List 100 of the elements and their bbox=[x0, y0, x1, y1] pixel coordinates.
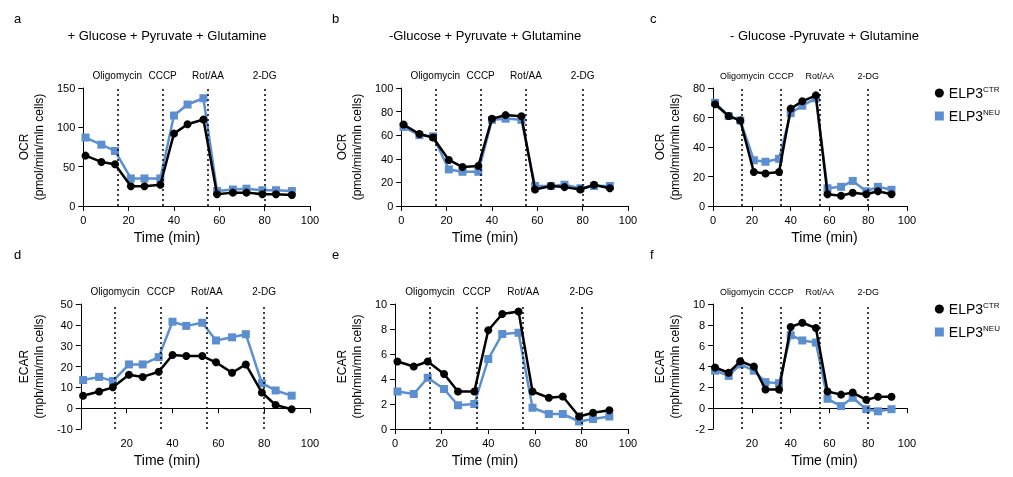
x-tick-label: 60 bbox=[528, 436, 541, 449]
point bbox=[837, 182, 846, 191]
point bbox=[95, 387, 104, 396]
ref-line-label: Rot/AA bbox=[805, 70, 835, 81]
y-tick-label: 100 bbox=[374, 82, 394, 94]
point bbox=[531, 185, 540, 194]
point bbox=[444, 165, 453, 174]
point bbox=[786, 322, 795, 331]
point bbox=[862, 405, 871, 414]
x-tick-label: 80 bbox=[258, 436, 271, 449]
y-axis-title: ECAR (mph/min/mln cells) bbox=[334, 314, 364, 419]
point bbox=[798, 336, 807, 345]
point bbox=[498, 330, 507, 338]
chart-title: + Glucose + Pyruvate + Glutamine bbox=[67, 28, 267, 43]
y-tick-label: 2 bbox=[381, 398, 388, 410]
point bbox=[873, 187, 882, 196]
ref-line-label: Oligomycin bbox=[719, 70, 765, 81]
point bbox=[823, 387, 832, 396]
text: d bbox=[14, 247, 22, 262]
point bbox=[81, 133, 90, 142]
point bbox=[169, 129, 178, 138]
y-tick-label: 80 bbox=[692, 82, 706, 94]
point bbox=[138, 372, 147, 381]
ref-line-label: 2-DG bbox=[569, 285, 594, 297]
point bbox=[95, 372, 104, 381]
x-tick-label: 40 bbox=[482, 436, 495, 449]
y-tick-label: 10 bbox=[374, 298, 388, 310]
point bbox=[393, 387, 402, 396]
x-tick-label: 100 bbox=[300, 213, 320, 226]
point bbox=[182, 321, 191, 330]
y-axis-title: ECAR (mph/min/mln cells) bbox=[16, 314, 46, 419]
x-tick-label: 60 bbox=[823, 436, 836, 449]
x-tick-label: 0 bbox=[710, 213, 717, 226]
x-tick-label: 20 bbox=[120, 436, 133, 449]
point bbox=[199, 94, 208, 103]
point bbox=[484, 355, 493, 363]
point bbox=[111, 160, 119, 169]
x-tick-label: 60 bbox=[531, 213, 544, 226]
point bbox=[287, 391, 296, 400]
point bbox=[761, 385, 770, 394]
x-tick-label: 0 bbox=[80, 213, 87, 226]
x-axis-title: Time (min) bbox=[451, 452, 519, 468]
ref-line-label: Rot/AA bbox=[510, 69, 543, 81]
point bbox=[848, 188, 857, 197]
point bbox=[544, 410, 553, 418]
y-axis-title: OCR (pmol/min/mln cells) bbox=[652, 93, 682, 201]
y-axis-title: ECAR (mph/min/mln cells) bbox=[652, 314, 682, 419]
y-tick-label: -10 bbox=[56, 423, 73, 435]
y-tick-label: 100 bbox=[56, 121, 76, 134]
point bbox=[514, 307, 523, 316]
point bbox=[484, 326, 493, 335]
point bbox=[558, 410, 567, 418]
point bbox=[423, 373, 432, 382]
point bbox=[242, 188, 251, 197]
point bbox=[873, 407, 882, 416]
point bbox=[287, 405, 296, 414]
y-tick-label: 20 bbox=[692, 170, 706, 183]
ref-line-label: 2-DG bbox=[252, 285, 277, 297]
point bbox=[837, 191, 846, 200]
x-tick-label: 20 bbox=[745, 436, 759, 449]
x-tick-label: 100 bbox=[618, 213, 638, 226]
point bbox=[198, 352, 207, 361]
point bbox=[761, 157, 770, 166]
x-axis-title: Time (min) bbox=[791, 229, 858, 245]
y-tick-label: 10 bbox=[60, 381, 73, 394]
point bbox=[111, 146, 119, 155]
point bbox=[212, 358, 221, 367]
ref-line-label: CCCP bbox=[462, 285, 492, 297]
point bbox=[409, 390, 418, 398]
ref-line-label: CCCP bbox=[768, 70, 794, 81]
y-tick-label: 4 bbox=[381, 373, 388, 385]
point bbox=[544, 393, 553, 402]
point bbox=[528, 387, 537, 396]
ref-line-label: CCCP bbox=[466, 69, 496, 81]
point bbox=[605, 406, 614, 415]
point bbox=[79, 391, 88, 400]
point bbox=[454, 401, 463, 410]
y-tick-label: 8 bbox=[699, 318, 706, 331]
x-tick-label: 100 bbox=[618, 436, 638, 449]
y-tick-label: 50 bbox=[60, 298, 73, 310]
ref-line-label: Rot/AA bbox=[805, 286, 835, 297]
chart-title: - Glucose -Pyruvate + Glutamine bbox=[730, 28, 919, 43]
ref-line-label: Oligomycin bbox=[90, 285, 140, 297]
point bbox=[199, 115, 208, 124]
x-tick-label: 20 bbox=[440, 213, 453, 226]
text: a bbox=[14, 11, 22, 26]
point bbox=[124, 370, 133, 379]
x-tick-label: 40 bbox=[485, 213, 499, 226]
point bbox=[154, 353, 163, 362]
text: b bbox=[332, 11, 340, 26]
text: f bbox=[650, 247, 654, 262]
ref-line-label: 2-DG bbox=[252, 69, 277, 81]
text: e bbox=[332, 247, 340, 262]
y-tick-label: 0 bbox=[699, 200, 706, 212]
x-tick-label: 100 bbox=[897, 436, 917, 449]
y-tick-label: 6 bbox=[381, 348, 388, 360]
x-tick-label: 40 bbox=[166, 436, 179, 449]
chart-title: -Glucose + Pyruvate + Glutamine bbox=[388, 28, 582, 43]
point bbox=[169, 111, 178, 120]
point bbox=[811, 323, 820, 332]
